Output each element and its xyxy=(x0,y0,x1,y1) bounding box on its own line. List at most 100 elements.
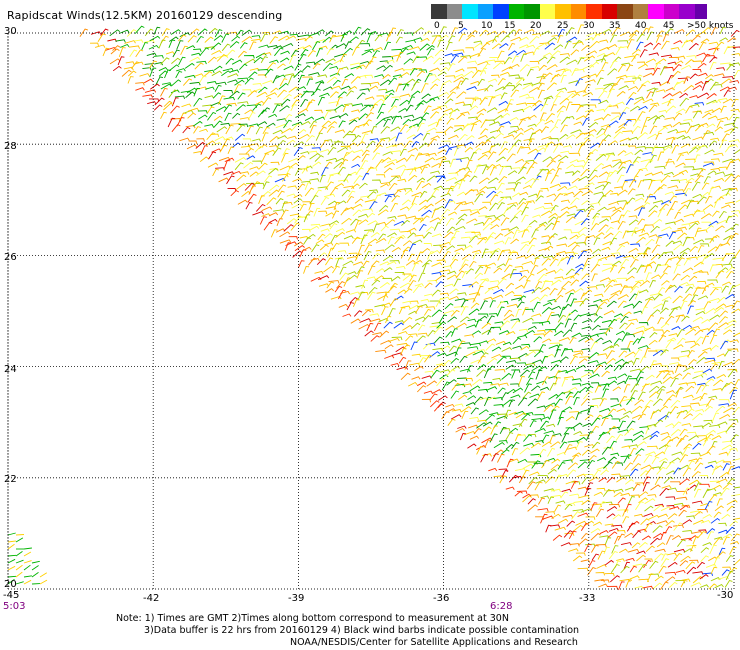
wind-barb xyxy=(441,208,451,217)
wind-barb xyxy=(260,56,268,64)
wind-barb xyxy=(570,480,579,489)
wind-barb xyxy=(497,300,505,309)
wind-barb xyxy=(543,430,555,434)
wind-barb xyxy=(135,82,145,86)
wind-barb xyxy=(357,122,370,128)
wind-barb xyxy=(665,520,675,527)
wind-barb xyxy=(584,444,595,448)
wind-barb xyxy=(489,433,498,443)
wind-barb xyxy=(192,120,203,127)
wind-barb xyxy=(608,201,619,206)
wind-barb xyxy=(526,377,534,386)
wind-barb xyxy=(350,218,359,226)
wind-barb xyxy=(245,147,255,155)
wind-barb xyxy=(497,78,506,86)
wind-barb xyxy=(459,316,470,323)
wind-barb xyxy=(339,53,347,63)
wind-barb xyxy=(527,325,537,330)
wind-barb xyxy=(209,27,218,34)
wind-barb xyxy=(604,537,612,545)
wind-barb xyxy=(297,53,307,63)
wind-barb xyxy=(649,279,656,288)
wind-barb xyxy=(469,53,481,58)
wind-barb xyxy=(468,424,479,429)
wind-barb xyxy=(635,96,645,100)
wind-barb xyxy=(628,215,638,219)
wind-barb xyxy=(335,228,345,233)
wind-barb xyxy=(312,161,322,167)
wind-barb xyxy=(661,280,670,286)
wind-barb xyxy=(463,70,475,78)
wind-barb xyxy=(536,380,547,385)
map-frame xyxy=(7,32,735,590)
wind-barb xyxy=(488,467,498,472)
wind-barb xyxy=(449,345,457,352)
wind-barb xyxy=(627,188,636,195)
wind-barb xyxy=(672,121,682,128)
wind-barb xyxy=(403,58,414,65)
wind-barb xyxy=(681,578,691,582)
wind-barb xyxy=(15,534,25,536)
wind-barb xyxy=(621,445,631,449)
wind-barb xyxy=(623,255,635,259)
wind-barb xyxy=(549,233,558,240)
wind-barb xyxy=(625,98,634,106)
wind-barb xyxy=(339,159,349,168)
wind-barb xyxy=(522,317,534,323)
wind-barb xyxy=(481,322,492,329)
wind-barb xyxy=(601,216,612,220)
wind-barb xyxy=(635,168,644,177)
wind-barb xyxy=(660,531,667,541)
legend-swatch xyxy=(586,4,602,19)
wind-barb xyxy=(705,308,717,315)
wind-barb xyxy=(673,373,683,379)
wind-barb xyxy=(531,460,541,469)
wind-barb xyxy=(709,544,717,555)
wind-barb xyxy=(290,104,297,112)
wind-barb xyxy=(533,350,544,358)
wind-barb xyxy=(182,78,193,86)
wind-barb xyxy=(447,418,456,426)
wind-barb xyxy=(385,144,397,149)
wind-barb xyxy=(611,209,622,217)
wind-barb xyxy=(268,212,279,217)
wind-speed-legend: 0 5 10 15 20 25 30 35 40 45 >50 knots xyxy=(431,4,736,34)
wind-barb xyxy=(477,419,487,424)
wind-barb xyxy=(436,378,446,387)
wind-barb xyxy=(529,471,540,476)
wind-barb xyxy=(473,164,482,174)
wind-barb xyxy=(484,84,494,92)
lon-label: -39 xyxy=(288,593,305,604)
wind-barb xyxy=(318,275,330,281)
wind-barb xyxy=(661,435,672,442)
wind-barb xyxy=(287,185,298,189)
wind-barb xyxy=(629,105,641,112)
wind-barb xyxy=(678,354,690,359)
wind-barb xyxy=(510,272,523,277)
wind-barb xyxy=(685,237,695,241)
wind-barb xyxy=(703,131,715,136)
wind-barb xyxy=(511,320,521,329)
wind-barb xyxy=(615,433,624,441)
wind-barb xyxy=(443,310,455,315)
wind-barb xyxy=(615,74,628,79)
wind-barb xyxy=(632,77,642,81)
wind-barb xyxy=(455,322,467,329)
wind-barb xyxy=(499,43,509,49)
wind-barb xyxy=(573,121,583,126)
wind-barb xyxy=(231,59,243,65)
wind-barb xyxy=(603,447,614,451)
wind-barb xyxy=(501,392,509,400)
wind-barb xyxy=(698,271,709,276)
wind-barb xyxy=(728,256,737,266)
lon-label: -42 xyxy=(143,593,160,604)
wind-barb xyxy=(304,35,313,42)
wind-barb xyxy=(518,376,526,386)
wind-barb xyxy=(522,493,532,499)
wind-barb xyxy=(507,250,517,258)
wind-barb xyxy=(596,487,606,492)
wind-barb xyxy=(454,403,464,407)
wind-barb xyxy=(379,60,389,64)
wind-barb xyxy=(399,148,407,157)
wind-barb xyxy=(175,70,183,79)
